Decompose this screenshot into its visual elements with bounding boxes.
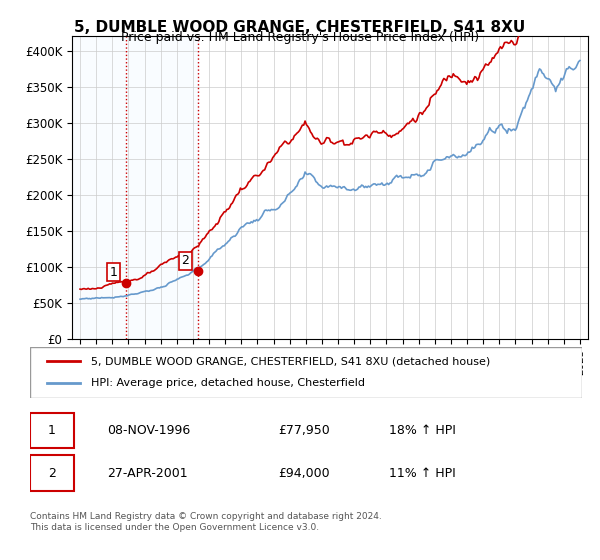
- Text: £94,000: £94,000: [278, 466, 330, 479]
- Text: Price paid vs. HM Land Registry's House Price Index (HPI): Price paid vs. HM Land Registry's House …: [121, 31, 479, 44]
- Text: £77,950: £77,950: [278, 424, 330, 437]
- Text: 08-NOV-1996: 08-NOV-1996: [107, 424, 191, 437]
- FancyBboxPatch shape: [30, 347, 582, 398]
- FancyBboxPatch shape: [30, 455, 74, 491]
- FancyBboxPatch shape: [30, 413, 74, 448]
- Text: 1: 1: [110, 266, 118, 279]
- Text: Contains HM Land Registry data © Crown copyright and database right 2024.
This d: Contains HM Land Registry data © Crown c…: [30, 512, 382, 532]
- Text: 5, DUMBLE WOOD GRANGE, CHESTERFIELD, S41 8XU: 5, DUMBLE WOOD GRANGE, CHESTERFIELD, S41…: [74, 20, 526, 35]
- Text: 2: 2: [181, 254, 190, 267]
- Text: 2: 2: [48, 466, 56, 479]
- Text: 18% ↑ HPI: 18% ↑ HPI: [389, 424, 455, 437]
- Text: HPI: Average price, detached house, Chesterfield: HPI: Average price, detached house, Ches…: [91, 379, 365, 389]
- Bar: [72, 36, 198, 339]
- Text: 11% ↑ HPI: 11% ↑ HPI: [389, 466, 455, 479]
- Text: 5, DUMBLE WOOD GRANGE, CHESTERFIELD, S41 8XU (detached house): 5, DUMBLE WOOD GRANGE, CHESTERFIELD, S41…: [91, 356, 490, 366]
- Text: 1: 1: [48, 424, 56, 437]
- Text: 27-APR-2001: 27-APR-2001: [107, 466, 188, 479]
